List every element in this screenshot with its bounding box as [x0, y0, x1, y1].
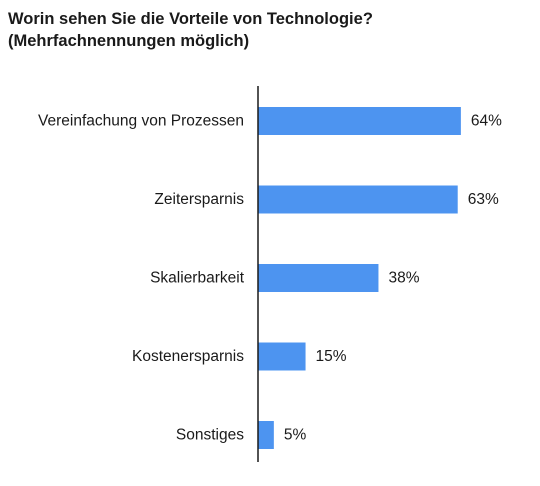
bar-4 [258, 342, 306, 371]
bar-2 [258, 185, 458, 214]
chart-title-main: Worin sehen Sie die Vorteile von Technol… [8, 10, 373, 28]
bar-5 [258, 421, 274, 449]
category-label: Skalierbarkeit [150, 270, 245, 287]
bar-1 [258, 107, 461, 135]
chart-title: Worin sehen Sie die Vorteile von Technol… [8, 8, 528, 52]
category-label: Vereinfachung von Prozessen [38, 113, 244, 130]
value-label: 64% [471, 113, 502, 130]
category-label: Kostenersparnis [132, 348, 244, 365]
chart-subtitle: (Mehrfachnennungen möglich) [8, 32, 250, 50]
value-label: 63% [468, 191, 499, 208]
value-label: 5% [284, 427, 307, 444]
bar-3 [258, 264, 379, 292]
value-label: 38% [388, 270, 419, 287]
category-label: Zeitersparnis [154, 191, 244, 208]
value-label: 15% [316, 348, 347, 365]
bars-layer: Vereinfachung von Prozessen 64% Zeiterspar… [38, 107, 502, 449]
category-label: Sonstiges [176, 427, 244, 444]
